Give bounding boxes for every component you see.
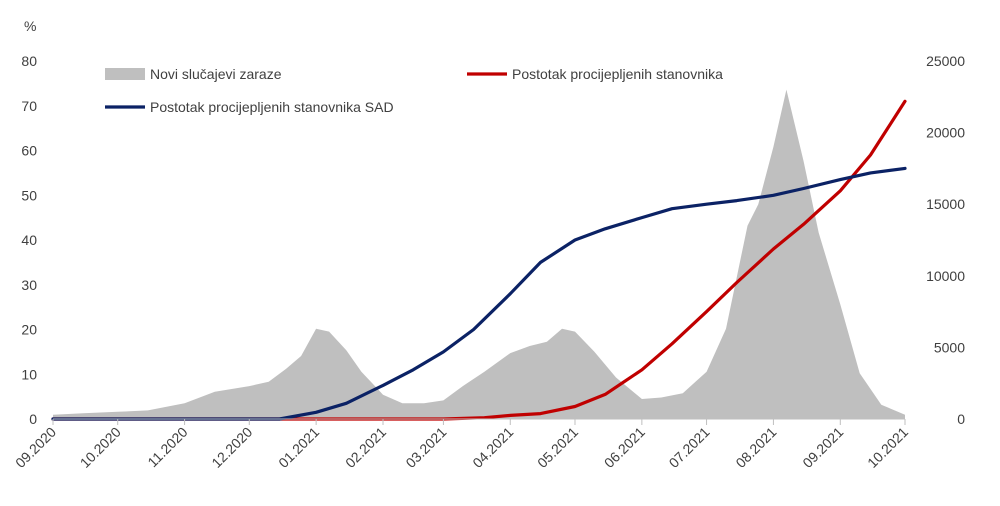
x-axis-tick-label: 08.2021 [732, 424, 779, 471]
x-axis-tick-label: 10.2021 [864, 424, 911, 471]
legend-swatch-new-cases [105, 68, 145, 80]
plot-area [51, 89, 907, 421]
left-axis-tick-label: 50 [21, 187, 37, 203]
x-axis-tick-label: 05.2021 [534, 424, 581, 471]
x-axis-tick-label: 06.2021 [601, 424, 648, 471]
left-axis-tick-label: 20 [21, 322, 37, 338]
left-axis-tick-label: 40 [21, 232, 37, 248]
left-axis-tick-label: 80 [21, 53, 37, 69]
x-axis-tick-label: 12.2020 [208, 424, 255, 471]
left-axis-tick-label: 30 [21, 277, 37, 293]
right-axis-tick-label: 5000 [934, 339, 965, 355]
series-area-new-cases [53, 89, 905, 419]
legend-label-vaccinated-croatia: Postotak procijepljenih stanovnika [512, 66, 723, 82]
x-axis-tick-label: 03.2021 [402, 424, 449, 471]
left-axis-tick-label: 60 [21, 143, 37, 159]
x-axis-tick-label: 11.2020 [144, 424, 191, 471]
right-axis-tick-label: 25000 [926, 53, 965, 69]
x-axis-tick-label: 09.2021 [799, 424, 846, 471]
legend-label-new-cases: Novi slučajevi zaraze [150, 66, 282, 82]
right-axis-tick-label: 15000 [926, 196, 965, 212]
left-axis-tick-label: 70 [21, 98, 37, 114]
right-axis-tick-label: 20000 [926, 125, 965, 141]
left-axis-ticks: 0 10 20 30 40 50 60 70 80 [21, 53, 37, 427]
x-axis-tick-label: 09.2020 [12, 424, 59, 471]
legend: Novi slučajevi zaraze Postotak procijeplj… [105, 66, 723, 115]
x-axis-tick-label: 07.2021 [666, 424, 713, 471]
series-line-vaccinated-usa [51, 166, 907, 421]
right-axis-ticks: 0 5000 10000 15000 20000 25000 [926, 53, 965, 427]
left-axis-label: % [24, 18, 36, 34]
x-axis-tick-label: 01.2021 [275, 424, 322, 471]
left-axis-tick-label: 0 [29, 411, 37, 427]
x-axis-tick-label: 02.2021 [342, 424, 389, 471]
right-axis-tick-label: 0 [957, 411, 965, 427]
legend-label-vaccinated-usa: Postotak procijepljenih stanovnika SAD [150, 99, 394, 115]
right-axis-tick-label: 10000 [926, 268, 965, 284]
x-axis-tick-label: 10.2020 [77, 424, 124, 471]
x-axis-tick-label: 04.2021 [469, 424, 516, 471]
x-axis-ticks: 09.2020 10.2020 11.2020 12.2020 01.2021 02.20… [12, 419, 911, 471]
left-axis-tick-label: 10 [21, 366, 37, 382]
